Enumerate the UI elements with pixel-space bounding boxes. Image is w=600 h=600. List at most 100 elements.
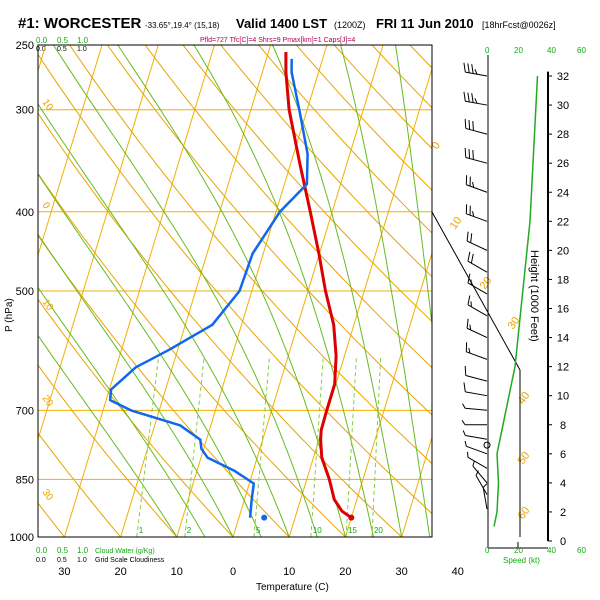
x-tick-label: 20 <box>114 566 126 578</box>
height-tick-label: 10 <box>557 391 569 403</box>
wind-barb <box>462 403 488 411</box>
theta-left-label: 30 <box>40 487 56 503</box>
mixing-ratio-label: 15 <box>348 526 357 535</box>
background-grid <box>38 45 600 537</box>
mixing-ratio-label: 1 <box>139 526 144 535</box>
wind-barb <box>463 91 488 106</box>
speed-top-label-1: 20 <box>514 46 523 55</box>
cloud-scale-bottom: 0.0 0.5 1.0 Cloud Water (g/Kg) 0.0 0.5 1… <box>36 546 165 564</box>
x-tick-label: 20 <box>339 566 351 578</box>
height-tick-label: 12 <box>557 362 569 374</box>
mixing-ratio-label: 5 <box>256 526 261 535</box>
speed-caption: Speed (kt) <box>503 556 540 565</box>
theta-left-label: 0 <box>40 200 52 211</box>
x-tick-label: 30 <box>395 566 407 578</box>
mixing-ratio-line <box>345 355 357 537</box>
shade-bot-label-2: 1.0 <box>77 557 87 564</box>
cloud-top-label-1: 0.5 <box>57 36 69 45</box>
dry-adiabat <box>38 234 290 537</box>
theta-left-label: 20 <box>40 393 56 409</box>
calm-wind-circle <box>483 441 491 449</box>
moist-adiabat <box>193 45 374 537</box>
dry-adiabat <box>106 45 432 416</box>
moist-adiabat <box>38 173 262 537</box>
dry-adiabat <box>220 45 432 278</box>
speed-top-label-0: 0 <box>485 46 490 55</box>
dry-adiabat-label: 30 <box>506 315 523 332</box>
wind-barb <box>464 440 488 455</box>
height-axis-title: Height (1000 Feet) <box>528 250 540 342</box>
x-tick-label: 40 <box>452 566 464 578</box>
shade-top-label-1: 0.5 <box>57 46 67 53</box>
wind-barb <box>467 273 488 295</box>
dry-adiabat <box>409 45 432 69</box>
x-tick-label: 10 <box>283 566 295 578</box>
x-axis-title: Temperature (C) <box>256 582 329 593</box>
cloud-bot-label-1: 0.5 <box>57 546 69 555</box>
height-tick-label: 32 <box>557 71 569 83</box>
wind-barb <box>465 204 488 222</box>
wind-barb <box>475 470 488 495</box>
height-tick-label: 30 <box>557 100 569 112</box>
moist-adiabat <box>272 45 403 537</box>
panel-divider <box>431 211 521 537</box>
mixing-ratio-line <box>253 355 271 537</box>
wind-barb <box>467 251 488 273</box>
dry-adiabat-label: 20 <box>478 275 495 292</box>
isotherm <box>570 45 600 537</box>
speed-bot-label-0: 0 <box>485 546 490 555</box>
wind-barb <box>472 460 488 484</box>
height-tick-label: 20 <box>557 245 569 257</box>
cloud-scale-top: 0.0 0.5 1.0 0.0 0.5 1.0 <box>36 36 89 53</box>
moist-adiabat <box>38 334 178 537</box>
dry-adiabat <box>38 432 121 537</box>
wind-barb <box>466 231 488 251</box>
x-tick-label: 30 <box>58 566 70 578</box>
wind-barb <box>461 419 487 426</box>
dry-adiabat <box>38 364 178 537</box>
dry-adiabat <box>144 45 432 369</box>
height-tick-label: 18 <box>557 274 569 286</box>
mixing-ratio-label: 2 <box>187 526 192 535</box>
p-tick-label: 300 <box>16 105 34 117</box>
dry-adiabat-label: 10 <box>448 215 465 232</box>
p-tick-label: 400 <box>16 207 34 219</box>
valid-date: FRI 11 Jun 2010 <box>376 16 474 31</box>
wind-speed-profile <box>493 75 539 527</box>
speed-top-label-2: 40 <box>547 46 556 55</box>
shade-top-label-0: 0.0 <box>36 46 46 53</box>
dry-adiabat <box>258 45 432 234</box>
surface-temperature-marker <box>348 514 355 521</box>
mixing-ratio-line <box>371 355 382 537</box>
indices-line: Pfld=727 Tfc[C]=4 Shrs=9 Pmax[km]=1 Caps… <box>200 37 355 44</box>
forecast-label: [18hrFcst@0026z] <box>482 20 556 30</box>
height-tick-label: 14 <box>557 333 569 345</box>
speed-bot-label-1: 20 <box>514 546 523 555</box>
p-tick-label: 1000 <box>10 532 34 544</box>
dry-adiabat <box>38 298 234 537</box>
cloud-water-caption: Cloud Water (g/Kg) <box>95 548 155 555</box>
valid-time: Valid 1400 LST <box>236 16 327 31</box>
wind-barb <box>466 318 488 339</box>
isotherm <box>38 45 159 442</box>
isotherm <box>120 45 272 537</box>
cloud-top-label-0: 0.0 <box>36 36 48 45</box>
height-tick-label: 28 <box>557 129 569 141</box>
theta-left-label: 10 <box>40 297 56 313</box>
isotherm <box>38 45 103 257</box>
dry-adiabat-label: 60 <box>516 505 533 522</box>
dry-adiabat-label: 0 <box>430 140 443 152</box>
isotherm <box>63 45 215 537</box>
moist-adiabat <box>340 45 431 537</box>
height-tick-label: 22 <box>557 216 569 228</box>
p-tick-label: 850 <box>16 474 34 486</box>
x-tick-label: 10 <box>171 566 183 578</box>
speed-scale-top: 0 20 40 60 <box>485 46 586 55</box>
height-tick-label: 6 <box>560 449 566 461</box>
plot-frame <box>37 44 433 538</box>
x-tick-label: 0 <box>230 566 236 578</box>
dry-adiabat <box>296 45 432 191</box>
cloud-bot-label-0: 0.0 <box>36 546 48 555</box>
station-coords: -33.65°,19.4° (15,18) <box>145 21 220 30</box>
